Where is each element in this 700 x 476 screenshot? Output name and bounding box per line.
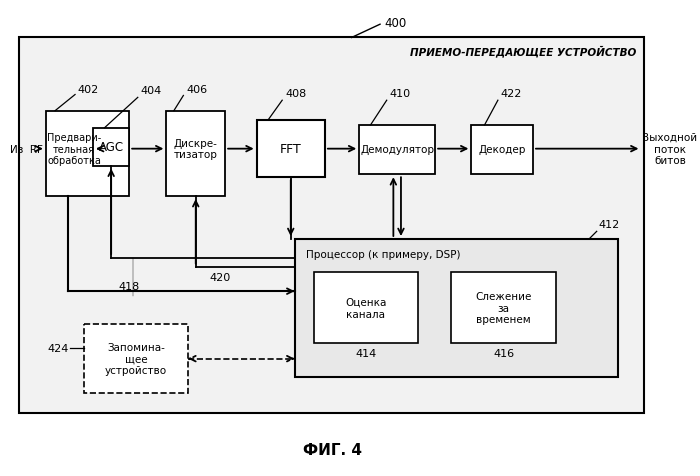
Bar xyxy=(471,126,533,175)
Text: 402: 402 xyxy=(78,84,99,94)
Text: 410: 410 xyxy=(390,89,411,99)
Bar xyxy=(93,129,130,167)
Text: FFT: FFT xyxy=(280,143,302,156)
Text: ПРИЕМО-ПЕРЕДАЮЩЕЕ УСТРОЙСТВО: ПРИЕМО-ПЕРЕДАЮЩЕЕ УСТРОЙСТВО xyxy=(410,46,636,58)
Bar xyxy=(167,111,225,197)
Bar xyxy=(314,273,418,344)
Text: 404: 404 xyxy=(141,86,162,96)
Bar xyxy=(19,39,644,413)
Text: AGC: AGC xyxy=(99,141,124,154)
Text: Процессор (к примеру, DSP): Процессор (к примеру, DSP) xyxy=(306,249,461,259)
Text: ФИГ. 4: ФИГ. 4 xyxy=(303,442,362,457)
Text: 414: 414 xyxy=(355,348,377,358)
Text: 416: 416 xyxy=(493,348,514,358)
Text: 400: 400 xyxy=(385,17,407,30)
Bar xyxy=(295,239,617,377)
Text: 406: 406 xyxy=(186,84,207,94)
Text: 424: 424 xyxy=(47,344,69,354)
Text: 420: 420 xyxy=(209,272,230,282)
Text: Слежение
за
временем: Слежение за временем xyxy=(475,292,532,325)
Text: Из  RF: Из RF xyxy=(10,144,43,154)
Text: 408: 408 xyxy=(285,89,307,99)
Text: Декодер: Декодер xyxy=(479,144,526,154)
Bar xyxy=(46,111,130,197)
Text: Оценка
канала: Оценка канала xyxy=(345,298,386,319)
Text: Демодулятор: Демодулятор xyxy=(360,144,434,154)
Bar xyxy=(359,126,435,175)
Text: 412: 412 xyxy=(598,220,620,230)
Bar xyxy=(256,121,325,178)
Text: 422: 422 xyxy=(500,89,522,99)
Text: Выходной
поток
битов: Выходной поток битов xyxy=(643,133,697,166)
Text: Дискре-
тизатор: Дискре- тизатор xyxy=(174,139,218,160)
Bar xyxy=(83,325,188,393)
Text: 418: 418 xyxy=(119,282,140,292)
Text: Запомина-
щее
устройство: Запомина- щее устройство xyxy=(105,342,167,376)
Text: Предвари-
тельная
обработка: Предвари- тельная обработка xyxy=(47,133,102,166)
Bar xyxy=(452,273,556,344)
